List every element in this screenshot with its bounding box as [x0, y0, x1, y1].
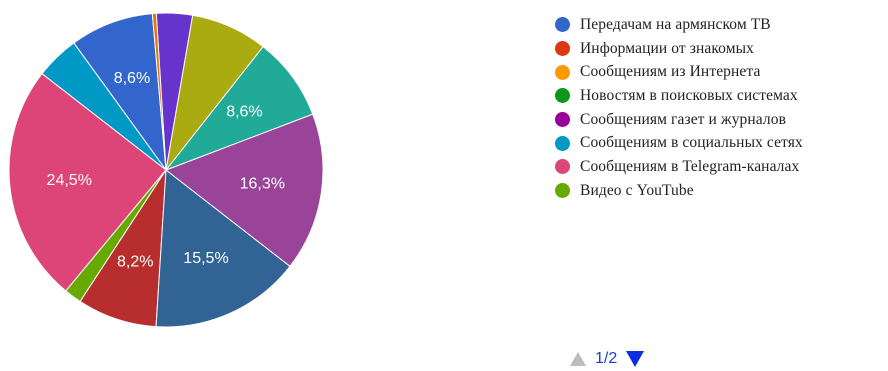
pie-chart: 8,6% 24,5% 8,2% 15,5% 16,3% 8,6% [8, 12, 324, 328]
pager-down-arrow-icon[interactable] [626, 351, 645, 367]
legend-item[interactable]: Видео с YouTube [555, 179, 803, 203]
legend-item-label: Новостям в поисковых системах [580, 86, 798, 104]
legend-item-label: Сообщениям в Telegram-каналах [580, 157, 800, 175]
pie-slice-label: 8,6% [114, 70, 150, 87]
legend-item[interactable]: Сообщениям из Интернета [555, 60, 803, 84]
pie-slice[interactable] [8, 72, 167, 292]
legend-color-dot-icon [555, 88, 570, 104]
pie-slice-label: 15,5% [183, 250, 228, 267]
legend-item[interactable]: Сообщениям в социальных сетях [555, 131, 803, 155]
pie-slice[interactable] [164, 45, 314, 172]
legend-color-dot-icon [555, 41, 570, 57]
chart-legend: Передачам на армянском ТВ Информации от з… [555, 13, 803, 203]
legend-item-label: Передачам на армянском ТВ [580, 15, 771, 33]
legend-color-dot-icon [555, 183, 570, 199]
legend-color-dot-icon [555, 135, 570, 151]
legend-color-dot-icon [555, 112, 570, 128]
pie-slice[interactable] [155, 169, 291, 328]
pager-up-arrow-icon [570, 352, 586, 366]
legend-color-dot-icon [555, 159, 570, 175]
legend-item[interactable]: Сообщениям в Telegram-каналах [555, 155, 803, 179]
legend-item[interactable]: Новостям в поисковых системах [555, 84, 803, 108]
pie-slice[interactable] [73, 13, 167, 172]
pager-page-indicator: 1/2 [595, 350, 618, 367]
legend-item[interactable]: Передачам на армянском ТВ [555, 13, 803, 37]
legend-item-label: Сообщениям газет и журналов [580, 110, 787, 128]
legend-item-label: Информации от знакомых [580, 39, 755, 57]
legend-item-label: Сообщениям в социальных сетях [580, 134, 803, 152]
pie-slice-label: 8,6% [226, 104, 262, 121]
legend-color-dot-icon [555, 17, 570, 33]
pie-slice[interactable] [164, 113, 324, 268]
legend-item[interactable]: Информации от знакомых [555, 37, 803, 61]
pie-slice-label: 24,5% [47, 172, 92, 189]
legend-color-dot-icon [555, 64, 570, 80]
pie-slice-label: 8,2% [117, 254, 153, 271]
legend-pager: 1/2 [570, 350, 645, 368]
legend-item-label: Видео с YouTube [580, 181, 694, 199]
legend-item[interactable]: Сообщениям газет и журналов [555, 108, 803, 132]
pie-slice-label: 16,3% [240, 176, 285, 193]
pie-slice[interactable] [151, 12, 167, 171]
legend-item-label: Сообщениям из Интернета [580, 63, 761, 81]
